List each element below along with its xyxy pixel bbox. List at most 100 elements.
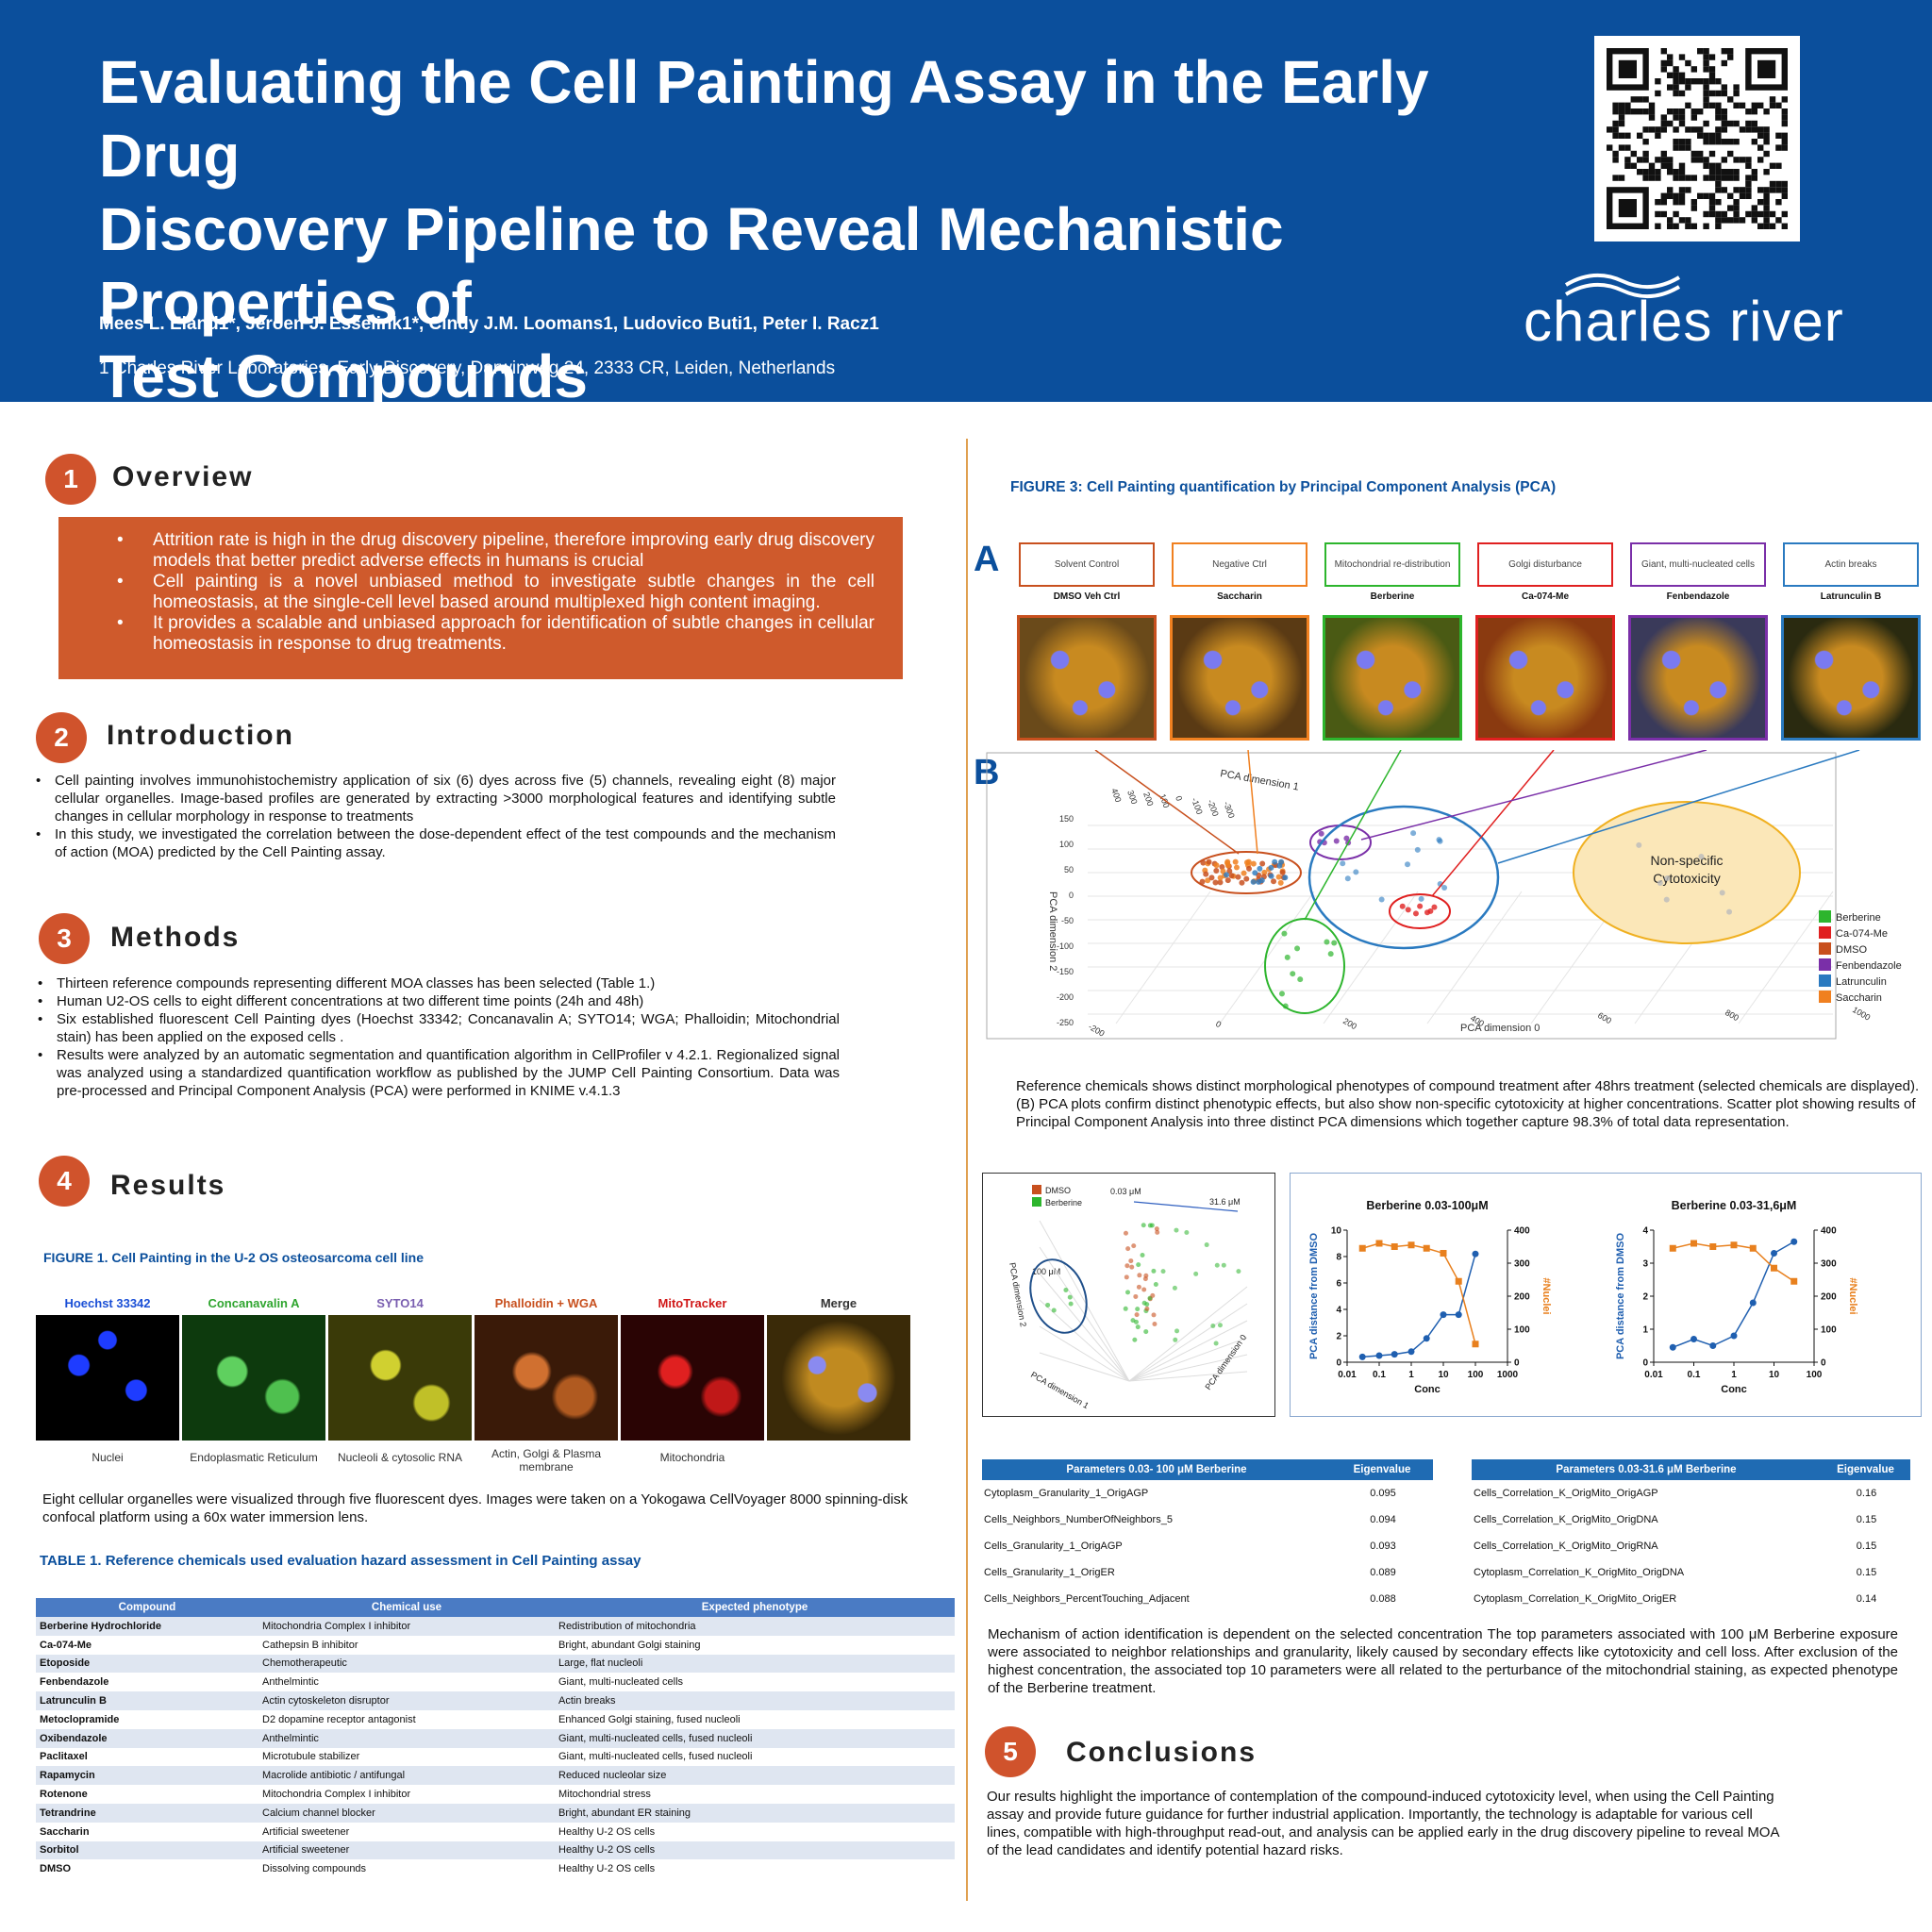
qr-module bbox=[1733, 175, 1740, 181]
figure3-caption: Reference chemicals shows distinct morph… bbox=[1016, 1078, 1920, 1130]
section-title-conclusions: Conclusions bbox=[1066, 1737, 1257, 1768]
table-row: Tetrandrine Calcium channel blocker Bright… bbox=[36, 1803, 955, 1823]
grid-line bbox=[1426, 891, 1523, 1024]
qr-module bbox=[1733, 157, 1740, 163]
table-cell: Anthelmintic bbox=[258, 1728, 555, 1748]
table-cell: 0.16 bbox=[1856, 1488, 1877, 1499]
table-cell: Healthy U-2 OS cells bbox=[555, 1822, 955, 1841]
axis-tick: 0 bbox=[1069, 891, 1074, 900]
phenotype-compound: Ca-074-Me bbox=[1521, 591, 1570, 602]
channel-caption: Nucleoli & cytosolic RNA bbox=[337, 1451, 463, 1464]
qr-module bbox=[1751, 120, 1757, 127]
qr-module bbox=[1757, 126, 1764, 133]
legend-swatch bbox=[1032, 1197, 1041, 1207]
data-point bbox=[1375, 1240, 1383, 1247]
qr-module bbox=[1667, 120, 1674, 127]
data-point bbox=[1690, 1336, 1697, 1342]
y-tick-label: 1 bbox=[1642, 1325, 1648, 1336]
qr-module bbox=[1685, 59, 1691, 67]
table-cell: Cells_Correlation_K_OrigMito_OrigAGP bbox=[1474, 1488, 1658, 1499]
qr-module bbox=[1690, 150, 1697, 158]
table-cell: 0.15 bbox=[1856, 1514, 1877, 1525]
table-row: Cytoplasm_Granularity_1_OrigAGP 0.095 bbox=[982, 1480, 1433, 1507]
table-row: Cells_Neighbors_NumberOfNeighbors_5 0.094 bbox=[982, 1507, 1433, 1533]
axis-title: PCA dimension 0 bbox=[1203, 1333, 1248, 1391]
qr-module bbox=[1721, 108, 1727, 115]
qr-module bbox=[1685, 126, 1691, 133]
table-cell: Microtubule stabilizer bbox=[258, 1747, 555, 1767]
grid-line bbox=[1039, 1325, 1130, 1382]
pca-point bbox=[1174, 1328, 1180, 1334]
table-row: Etoposide Chemotherapeutic Large, flat nuc… bbox=[36, 1654, 955, 1674]
pca-3d-plot: 150100500-50-100-150-200-250400300200100… bbox=[986, 750, 1902, 1040]
qr-module bbox=[1775, 187, 1782, 193]
qr-module bbox=[1612, 120, 1619, 127]
data-point bbox=[1749, 1244, 1757, 1252]
qr-module bbox=[1721, 210, 1727, 218]
pca-point bbox=[1199, 878, 1206, 885]
pca-point bbox=[1412, 910, 1419, 917]
qr-module bbox=[1721, 217, 1727, 224]
table-cell: 0.14 bbox=[1856, 1593, 1877, 1605]
qr-module bbox=[1612, 175, 1619, 181]
qr-module bbox=[1667, 108, 1674, 115]
pca-point bbox=[1431, 904, 1438, 910]
qr-module bbox=[1703, 175, 1709, 181]
qr-module bbox=[1655, 78, 1661, 85]
qr-module bbox=[1703, 157, 1709, 163]
pca-point bbox=[1219, 863, 1225, 870]
axis-tick: -250 bbox=[1057, 1018, 1074, 1027]
x-tick-label: 100 bbox=[1807, 1370, 1823, 1380]
qr-module bbox=[1673, 78, 1679, 85]
phenotype-label: Negative Ctrl bbox=[1172, 542, 1307, 587]
data-point bbox=[1669, 1343, 1676, 1351]
qr-module bbox=[1678, 114, 1686, 121]
pca-point bbox=[1136, 1262, 1141, 1268]
pca-point bbox=[1144, 1302, 1150, 1307]
qr-module bbox=[1685, 187, 1691, 193]
pca-point bbox=[1726, 908, 1733, 915]
qr-module bbox=[1733, 205, 1740, 211]
phenotype-compound: Berberine bbox=[1370, 591, 1415, 602]
table-cell: Large, flat nucleoli bbox=[555, 1654, 955, 1674]
chart-title: Berberine 0.03-100μM bbox=[1366, 1199, 1488, 1212]
channel-label: SYTO14 bbox=[376, 1296, 424, 1310]
qr-module bbox=[1775, 144, 1782, 151]
qr-module bbox=[1630, 96, 1637, 103]
pca-point bbox=[1271, 878, 1277, 885]
qr-module bbox=[1655, 199, 1661, 206]
qr-code[interactable] bbox=[1594, 36, 1800, 242]
qr-module bbox=[1715, 180, 1722, 188]
table-cell: Enhanced Golgi staining, fused nucleoli bbox=[555, 1709, 955, 1729]
pca-point bbox=[1128, 1258, 1134, 1264]
pca-point bbox=[1184, 1230, 1190, 1236]
qr-module bbox=[1703, 90, 1709, 97]
qr-module bbox=[1708, 139, 1716, 145]
qr-module bbox=[1745, 126, 1752, 133]
qr-module bbox=[1715, 132, 1722, 139]
qr-module bbox=[1781, 96, 1788, 103]
qr-module bbox=[1660, 192, 1667, 199]
qr-module bbox=[1673, 199, 1679, 206]
qr-module bbox=[1612, 102, 1619, 108]
qr-module bbox=[1727, 205, 1734, 211]
qr-module bbox=[1708, 169, 1716, 175]
table-header: Compound bbox=[36, 1598, 258, 1617]
qr-module bbox=[1642, 150, 1649, 158]
y2-tick-label: 200 bbox=[1821, 1292, 1837, 1303]
cytotoxicity-label: Cytotoxicity bbox=[1653, 871, 1721, 886]
grid-line bbox=[1738, 891, 1834, 1024]
figure1-title: FIGURE 1. Cell Painting in the U-2 OS os… bbox=[43, 1250, 424, 1265]
section-title-introduction: Introduction bbox=[107, 720, 294, 751]
qr-module bbox=[1703, 192, 1709, 199]
pca-point bbox=[1051, 1307, 1057, 1313]
pca-point bbox=[1418, 895, 1424, 902]
pca-point bbox=[1125, 1246, 1131, 1252]
pca-point bbox=[1378, 896, 1385, 903]
axis-tick: 1000 bbox=[1851, 1005, 1872, 1023]
pca-point bbox=[1235, 874, 1241, 880]
qr-module bbox=[1751, 210, 1757, 218]
table-cell: 0.095 bbox=[1370, 1488, 1396, 1499]
pca-point bbox=[1405, 861, 1411, 868]
axis-tick: 50 bbox=[1064, 865, 1074, 874]
